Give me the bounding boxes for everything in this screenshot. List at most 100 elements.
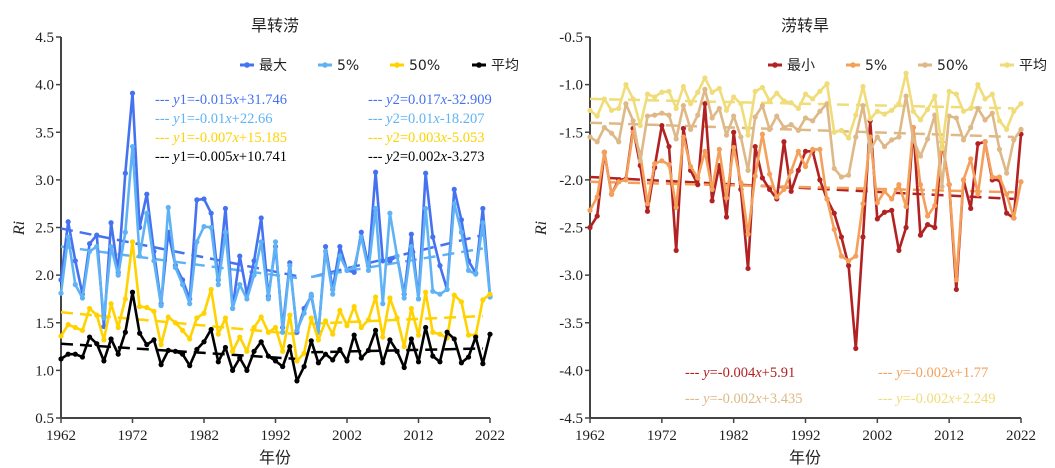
data-point bbox=[889, 107, 895, 113]
trend-line-最大 bbox=[60, 227, 298, 278]
data-point bbox=[480, 220, 486, 226]
data-point bbox=[817, 88, 823, 94]
data-point bbox=[394, 348, 400, 354]
data-point bbox=[258, 314, 264, 320]
data-point bbox=[860, 102, 866, 109]
data-point bbox=[695, 182, 701, 188]
data-point bbox=[745, 265, 751, 272]
trend-equation: --- y2=0.003x-5.053 bbox=[368, 130, 485, 146]
data-point bbox=[623, 177, 629, 183]
data-point bbox=[215, 359, 221, 365]
trend-line-50% bbox=[60, 311, 298, 336]
legend-item: 最小 bbox=[768, 58, 815, 74]
data-point bbox=[415, 332, 422, 338]
data-point bbox=[637, 122, 643, 129]
data-point bbox=[731, 129, 737, 135]
data-point bbox=[1004, 126, 1010, 132]
data-point bbox=[731, 94, 737, 100]
data-point bbox=[179, 351, 186, 357]
data-point bbox=[72, 351, 78, 357]
data-point bbox=[594, 113, 600, 119]
data-point bbox=[201, 196, 207, 202]
x-tick-label: 1982 bbox=[719, 428, 749, 444]
data-point bbox=[608, 107, 615, 113]
data-point bbox=[458, 229, 464, 235]
data-point bbox=[752, 143, 758, 150]
series-平均 bbox=[58, 289, 493, 384]
data-point bbox=[308, 291, 314, 297]
data-point bbox=[587, 207, 593, 213]
data-point bbox=[853, 134, 859, 140]
data-point bbox=[480, 361, 486, 367]
data-point bbox=[903, 70, 909, 76]
data-point bbox=[480, 297, 486, 303]
data-point bbox=[380, 301, 386, 307]
data-point bbox=[910, 137, 916, 143]
data-point bbox=[208, 326, 214, 333]
data-point bbox=[444, 329, 450, 335]
data-point bbox=[903, 93, 909, 99]
data-point bbox=[251, 348, 257, 354]
data-point bbox=[322, 351, 329, 357]
data-point bbox=[838, 253, 845, 259]
data-point bbox=[387, 210, 393, 216]
series-line bbox=[60, 290, 492, 383]
data-point bbox=[903, 224, 909, 231]
data-point bbox=[716, 146, 722, 152]
legend-item: 5% bbox=[318, 58, 359, 74]
data-point bbox=[953, 115, 959, 121]
data-point bbox=[387, 337, 393, 343]
data-point bbox=[187, 363, 193, 369]
data-point bbox=[108, 243, 114, 250]
data-point bbox=[781, 186, 787, 192]
data-point bbox=[709, 115, 715, 121]
data-point bbox=[380, 258, 386, 264]
data-point bbox=[939, 183, 945, 190]
data-point bbox=[960, 177, 967, 183]
data-point bbox=[287, 343, 293, 350]
data-point bbox=[394, 315, 400, 321]
data-point bbox=[423, 324, 429, 331]
data-point bbox=[58, 333, 64, 339]
data-point bbox=[659, 122, 665, 129]
data-point bbox=[423, 205, 429, 212]
data-point bbox=[230, 305, 236, 312]
data-point bbox=[781, 139, 787, 145]
legend-swatch-marker bbox=[850, 62, 856, 68]
legend-label: 平均 bbox=[1019, 58, 1047, 74]
data-point bbox=[666, 143, 672, 150]
data-point bbox=[172, 264, 178, 271]
data-point bbox=[437, 263, 443, 269]
x-axis-label: 年份 bbox=[789, 448, 821, 467]
data-point bbox=[881, 111, 888, 117]
data-point bbox=[630, 96, 636, 102]
data-point bbox=[444, 286, 450, 293]
data-point bbox=[158, 362, 164, 368]
data-point bbox=[230, 367, 236, 373]
trend-equation: --- y2=0.017x-32.909 bbox=[368, 92, 492, 108]
data-point bbox=[975, 82, 981, 88]
data-point bbox=[896, 134, 902, 140]
data-point bbox=[637, 158, 643, 164]
data-point bbox=[373, 294, 379, 300]
data-point bbox=[752, 88, 758, 94]
data-point bbox=[702, 148, 708, 154]
x-tick-label: 1982 bbox=[189, 428, 219, 444]
y-tick-label: -2.5 bbox=[559, 221, 583, 237]
data-point bbox=[630, 118, 636, 124]
data-point bbox=[1018, 101, 1024, 107]
data-point bbox=[702, 86, 708, 92]
data-point bbox=[968, 105, 974, 112]
data-point bbox=[745, 167, 751, 173]
data-point bbox=[695, 175, 701, 181]
y-tick-label: 3.0 bbox=[35, 173, 54, 189]
series-line bbox=[589, 71, 1022, 150]
data-point bbox=[652, 94, 658, 100]
data-point bbox=[601, 96, 607, 102]
data-point bbox=[358, 234, 364, 240]
trend-line-5% bbox=[60, 245, 298, 280]
data-point bbox=[1011, 137, 1017, 143]
data-point bbox=[415, 359, 422, 365]
data-point bbox=[889, 207, 895, 213]
data-point bbox=[79, 327, 86, 333]
